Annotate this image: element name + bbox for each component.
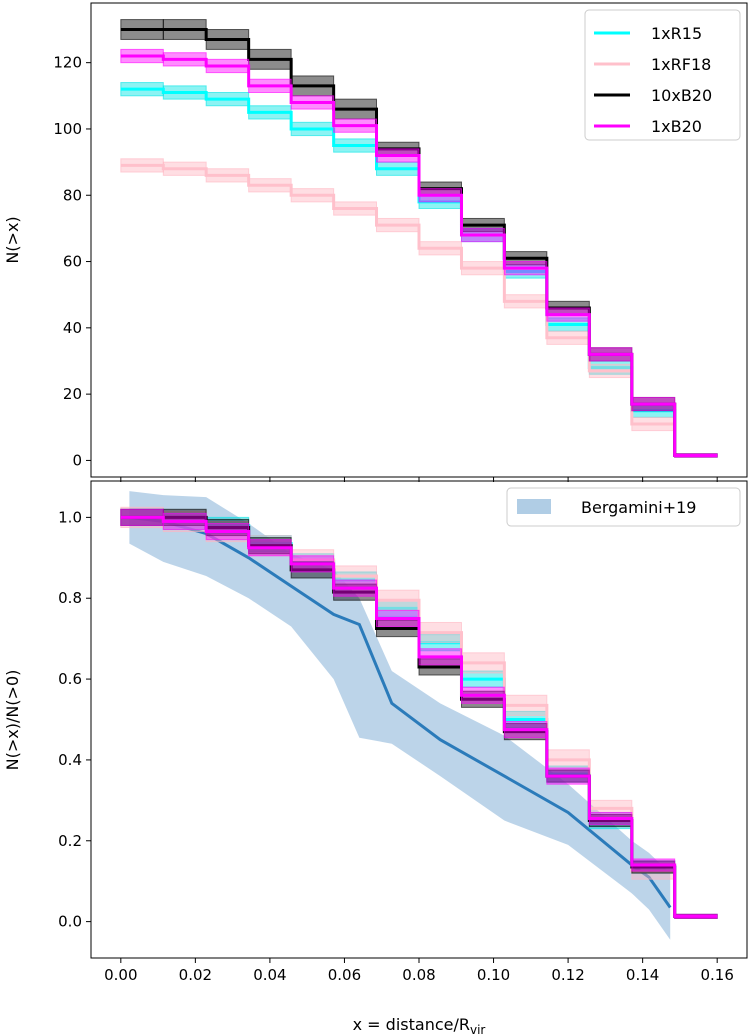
top-y-tick-label: 80 [63, 186, 82, 204]
bottom-y-tick-label: 0.8 [58, 589, 82, 607]
bottom-y-ticks: 0.0 0.2 0.4 0.6 0.8 1.0 [58, 508, 91, 931]
bottom-legend-box [506, 487, 741, 527]
x-tick-label: 0.06 [328, 966, 361, 984]
x-axis-label-subscript: vir [470, 1023, 485, 1036]
x-tick-label: 0.16 [700, 966, 733, 984]
bottom-y-tick-label: 0.4 [58, 751, 82, 769]
top-y-tick-label: 0 [72, 451, 82, 469]
bottom-panel: 0.00.20.40.60.81.0 0.00 0.02 0.04 0.06 0.08 0… [3, 480, 748, 1036]
x-tick-label: 0.12 [551, 966, 584, 984]
bottom-y-tick-label: 0.0 [58, 913, 82, 931]
x-axis-label-main: x = distance/R [353, 1015, 470, 1034]
x-tick-label: 0.04 [253, 966, 286, 984]
x-tick-label: 0.00 [104, 966, 137, 984]
top-legend-box [584, 9, 741, 141]
top-y-tick-label: 20 [63, 385, 82, 403]
legend-label-1xb20: 1xB20 [651, 117, 702, 136]
bottom-plot-area [120, 491, 718, 940]
x-tick-label: 0.14 [626, 966, 659, 984]
bergamini-band [129, 491, 671, 940]
bottom-y-axis-label: N(>x)/N(>0) [3, 670, 22, 771]
top-plot-area [120, 19, 718, 482]
top-y-ticks: 0 20 40 60 80 100 120 [53, 54, 91, 469]
bottom-x-ticks: 0.00 0.02 0.04 0.06 0.08 0.10 0.12 0.14 0.16 [104, 958, 734, 984]
bottom-series-3 [120, 508, 718, 919]
legend-swatch-bergamini [517, 499, 551, 514]
top-axes-frame [90, 2, 748, 478]
bottom-step-line [120, 515, 718, 918]
bottom-y-tick-label: 1.0 [58, 508, 82, 526]
legend-label-1xr15: 1xR15 [651, 24, 702, 43]
top-series-1xb20 [120, 48, 718, 458]
top-step-line [120, 54, 718, 457]
top-y-tick-label: 60 [63, 253, 82, 271]
x-tick-label: 0.02 [179, 966, 212, 984]
bergamini-line [129, 515, 672, 909]
bottom-y-tick-label: 0.2 [58, 832, 82, 850]
top-y-tick-label: 40 [63, 319, 82, 337]
top-y-tick-label: 100 [53, 120, 82, 138]
legend-label-bergamini: Bergamini+19 [581, 498, 696, 517]
top-y-axis-label: N(>x) [3, 216, 22, 263]
bottom-legend: Bergamini+19 [506, 487, 741, 527]
top-step-line [120, 163, 718, 457]
top-y-tick-label: 120 [53, 54, 82, 72]
bottom-y-tick-label: 0.6 [58, 670, 82, 688]
x-tick-label: 0.08 [402, 966, 435, 984]
top-series-1xrf18 [120, 158, 718, 458]
x-tick-label: 0.10 [477, 966, 510, 984]
x-axis-label: x = distance/Rvir [353, 1015, 486, 1036]
legend-label-1xrf18: 1xRF18 [651, 55, 711, 74]
legend-label-10xb20: 10xB20 [651, 86, 712, 105]
top-legend: 1xR15 1xRF18 10xB20 1xB20 [584, 9, 741, 141]
